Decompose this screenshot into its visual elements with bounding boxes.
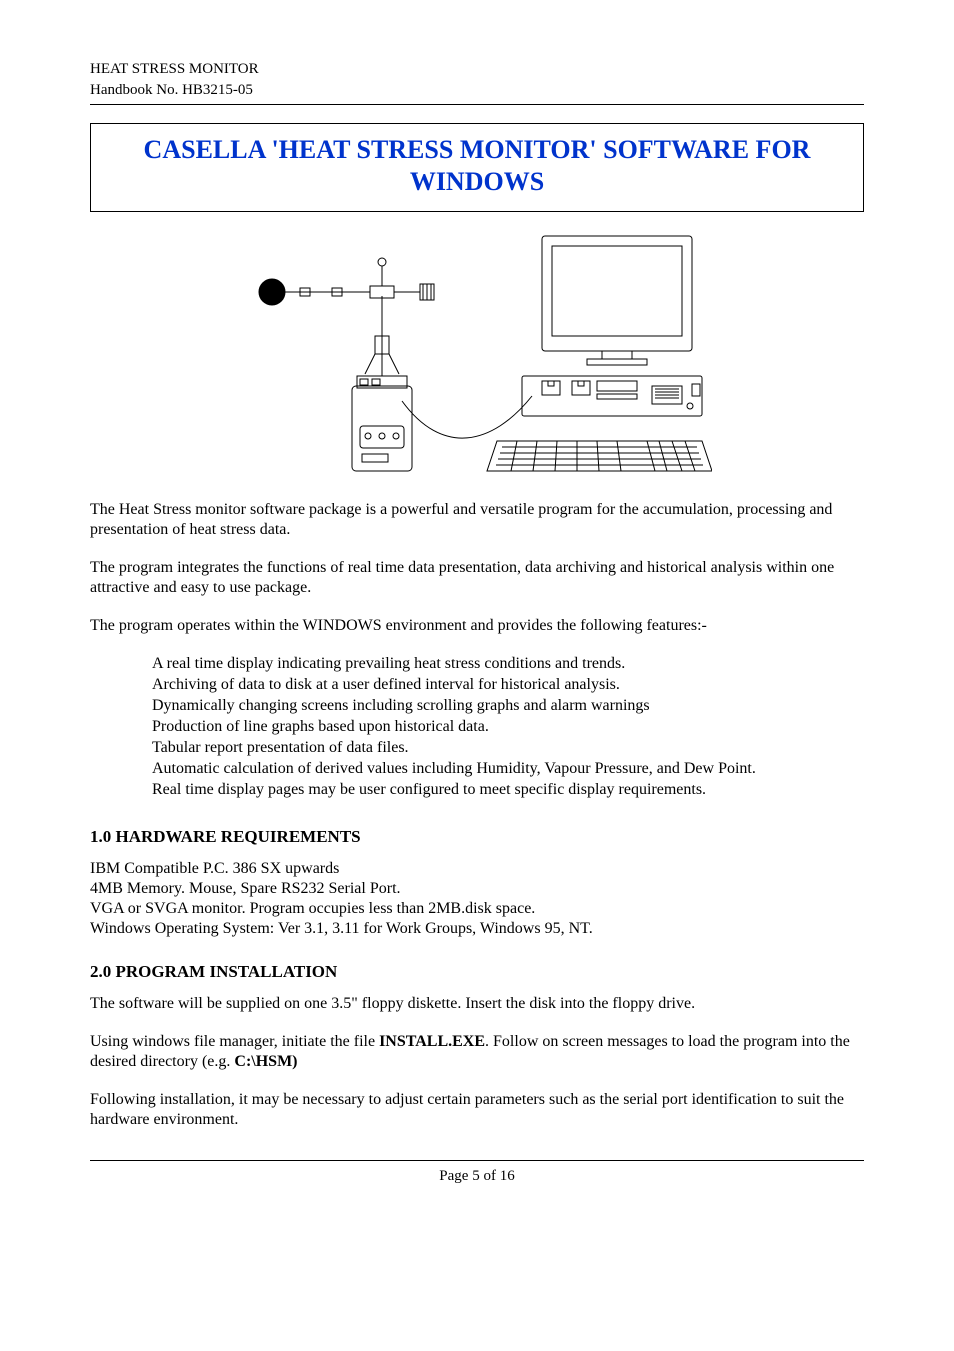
feature-list: A real time display indicating prevailin…	[152, 654, 864, 800]
doc-header-line2: Handbook No. HB3215-05	[90, 81, 864, 100]
feature-item: Dynamically changing screens including s…	[152, 696, 864, 716]
footer-rule	[90, 1160, 864, 1161]
intro-paragraph-1: The Heat Stress monitor software package…	[90, 500, 864, 540]
install-paragraph-2: Using windows file manager, initiate the…	[90, 1032, 864, 1072]
doc-header-line1: HEAT STRESS MONITOR	[90, 60, 864, 79]
install-paragraph-3: Following installation, it may be necess…	[90, 1090, 864, 1130]
feature-item: Archiving of data to disk at a user defi…	[152, 675, 864, 695]
hardware-requirements: IBM Compatible P.C. 386 SX upwards 4MB M…	[90, 859, 864, 939]
intro-paragraph-2: The program integrates the functions of …	[90, 558, 864, 598]
feature-item: Real time display pages may be user conf…	[152, 780, 864, 800]
title-line-1: CASELLA 'HEAT STRESS MONITOR' SOFTWARE F…	[99, 134, 855, 167]
feature-item: Tabular report presentation of data file…	[152, 738, 864, 758]
hw-line: IBM Compatible P.C. 386 SX upwards	[90, 859, 864, 879]
feature-item: Automatic calculation of derived values …	[152, 759, 864, 779]
title-box: CASELLA 'HEAT STRESS MONITOR' SOFTWARE F…	[90, 123, 864, 212]
section-install-title: 2.0 PROGRAM INSTALLATION	[90, 961, 864, 982]
intro-paragraph-3: The program operates within the WINDOWS …	[90, 616, 864, 636]
title-line-2: WINDOWS	[99, 166, 855, 199]
install-paragraph-1: The software will be supplied on one 3.5…	[90, 994, 864, 1014]
hw-line: Windows Operating System: Ver 3.1, 3.11 …	[90, 919, 864, 939]
feature-item: Production of line graphs based upon his…	[152, 717, 864, 737]
page-number: Page 5 of 16	[90, 1167, 864, 1186]
feature-item: A real time display indicating prevailin…	[152, 654, 864, 674]
illustration	[90, 226, 864, 482]
hw-line: 4MB Memory. Mouse, Spare RS232 Serial Po…	[90, 879, 864, 899]
device-computer-icon	[242, 226, 712, 476]
section-hardware-title: 1.0 HARDWARE REQUIREMENTS	[90, 826, 864, 847]
header-rule	[90, 104, 864, 105]
hw-line: VGA or SVGA monitor. Program occupies le…	[90, 899, 864, 919]
